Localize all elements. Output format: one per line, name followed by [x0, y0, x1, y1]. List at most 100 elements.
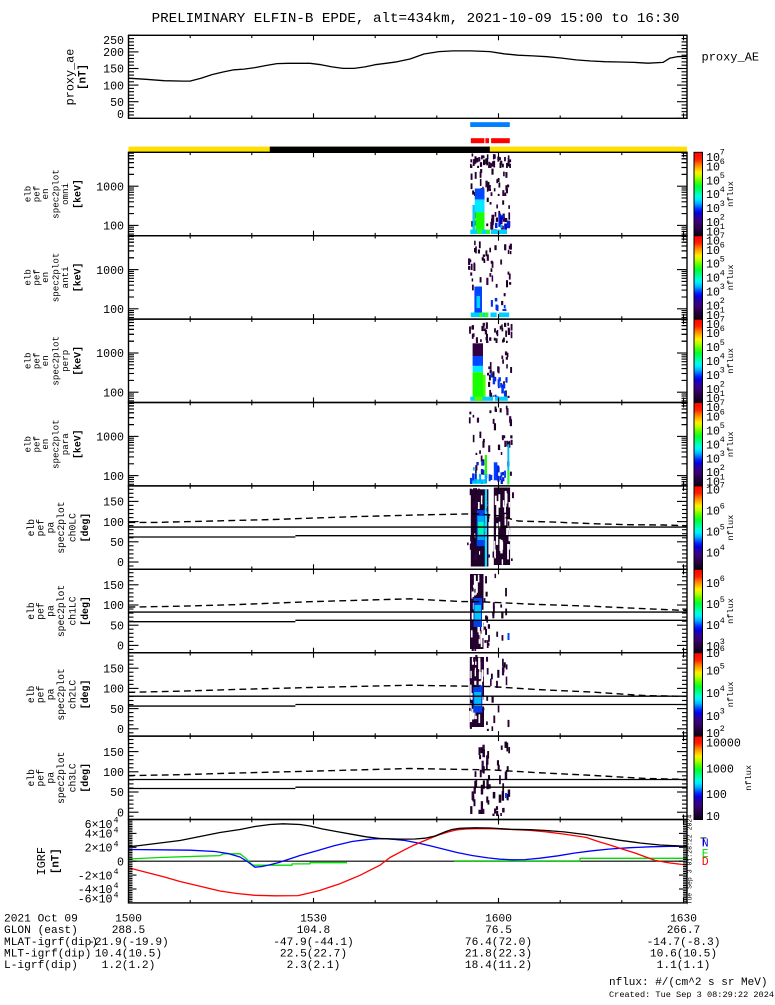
svg-text:10: 10	[706, 161, 720, 174]
svg-text:100: 100	[706, 789, 727, 802]
svg-text:elb: elb	[22, 269, 33, 286]
svg-text:nflux: nflux	[726, 181, 736, 207]
svg-text:10: 10	[706, 439, 720, 452]
svg-text:10: 10	[706, 370, 720, 383]
svg-text:150: 150	[103, 497, 124, 510]
svg-text:21.8(22.3): 21.8(22.3)	[465, 949, 532, 961]
svg-text:100: 100	[103, 767, 124, 780]
svg-text:10: 10	[706, 393, 720, 406]
svg-text:5: 5	[720, 171, 725, 181]
svg-text:[keV]: [keV]	[72, 346, 83, 376]
svg-text:[nT]: [nT]	[78, 64, 90, 90]
svg-text:0: 0	[117, 724, 124, 737]
svg-text:pa: pa	[45, 605, 56, 617]
svg-text:150: 150	[103, 580, 124, 593]
svg-text:ch1LC: ch1LC	[67, 596, 78, 625]
svg-text:10000: 10000	[706, 738, 741, 751]
svg-text:3: 3	[720, 449, 725, 459]
svg-text:6: 6	[720, 407, 725, 417]
svg-text:Tue Sep 3 01:28:22 2024: Tue Sep 3 01:28:22 2024	[687, 815, 694, 905]
svg-text:10.4(10.5): 10.4(10.5)	[95, 949, 162, 961]
svg-text:ch3LC: ch3LC	[67, 763, 78, 792]
svg-text:5: 5	[720, 595, 725, 605]
svg-text:0: 0	[117, 109, 124, 122]
svg-text:5: 5	[720, 338, 725, 348]
svg-text:ch0LC: ch0LC	[67, 513, 78, 542]
svg-text:10: 10	[706, 203, 720, 216]
svg-text:0: 0	[117, 807, 124, 820]
svg-text:100: 100	[103, 517, 124, 530]
svg-text:6: 6	[720, 644, 725, 654]
svg-text:10: 10	[706, 599, 720, 612]
svg-text:pa: pa	[45, 522, 56, 534]
svg-text:76.4(72.0): 76.4(72.0)	[465, 937, 532, 949]
svg-text:spec2plot: spec2plot	[50, 419, 61, 469]
svg-text:10: 10	[706, 152, 720, 165]
svg-text:76.5: 76.5	[485, 925, 512, 937]
svg-text:nflux: nflux	[744, 765, 754, 791]
svg-text:1.2(1.2): 1.2(1.2)	[102, 960, 156, 972]
svg-text:spec2plot: spec2plot	[56, 752, 67, 804]
svg-text:10: 10	[706, 226, 720, 239]
svg-text:pef: pef	[35, 769, 46, 787]
svg-text:pef: pef	[31, 269, 42, 286]
svg-text:ch2LC: ch2LC	[67, 680, 78, 709]
svg-text:nflux: nflux	[726, 431, 736, 457]
svg-text:para: para	[60, 433, 71, 456]
svg-text:288.5: 288.5	[112, 925, 146, 937]
svg-text:10: 10	[706, 688, 720, 701]
svg-text:104.8: 104.8	[297, 925, 331, 937]
svg-text:elb: elb	[26, 685, 37, 703]
svg-text:200: 200	[103, 47, 124, 60]
svg-text:spec2plot: spec2plot	[56, 585, 67, 637]
svg-text:GLON (east): GLON (east)	[4, 925, 78, 937]
svg-text:1000: 1000	[96, 181, 124, 194]
svg-text:0: 0	[117, 856, 124, 869]
svg-text:1000: 1000	[96, 432, 124, 445]
svg-text:1630: 1630	[670, 913, 697, 925]
svg-text:4: 4	[114, 881, 119, 891]
svg-text:pef: pef	[31, 436, 42, 453]
svg-text:-21.9(-19.9): -21.9(-19.9)	[88, 937, 169, 949]
svg-text:10: 10	[706, 485, 720, 498]
svg-text:IGRF: IGRF	[35, 847, 49, 875]
svg-text:10: 10	[706, 175, 720, 188]
svg-text:pef: pef	[35, 685, 46, 703]
svg-text:10: 10	[706, 506, 720, 519]
svg-text:4: 4	[720, 543, 725, 553]
svg-text:10: 10	[706, 217, 720, 230]
svg-text:2×10: 2×10	[85, 843, 113, 856]
svg-text:150: 150	[103, 64, 124, 77]
svg-text:pa: pa	[45, 688, 56, 700]
svg-text:spec2plot: spec2plot	[50, 336, 61, 386]
svg-text:6: 6	[720, 574, 725, 584]
svg-text:2: 2	[720, 380, 725, 390]
svg-text:10: 10	[706, 259, 720, 272]
svg-text:pef: pef	[31, 353, 42, 370]
svg-text:pef: pef	[35, 602, 46, 620]
svg-text:2: 2	[720, 296, 725, 306]
svg-text:50: 50	[110, 537, 124, 550]
svg-text:10: 10	[706, 310, 720, 323]
svg-text:100: 100	[103, 304, 124, 317]
svg-text:elb: elb	[22, 186, 33, 203]
svg-text:nflux: nflux	[726, 348, 736, 374]
svg-text:4: 4	[720, 435, 725, 445]
svg-text:22.5(22.7): 22.5(22.7)	[280, 949, 347, 961]
svg-text:100: 100	[103, 471, 124, 484]
svg-text:Created: Tue Sep 3 08:29:22 2: Created: Tue Sep 3 08:29:22 2024	[609, 990, 774, 1000]
svg-text:MLAT-igrf(dip): MLAT-igrf(dip)	[4, 937, 98, 949]
svg-text:6: 6	[720, 241, 725, 251]
svg-text:4: 4	[720, 268, 725, 278]
svg-text:6: 6	[720, 324, 725, 334]
svg-text:en: en	[40, 272, 51, 283]
svg-text:1500: 1500	[115, 913, 142, 925]
svg-text:4: 4	[114, 891, 119, 901]
svg-text:PRELIMINARY ELFIN-B EPDE, alt=: PRELIMINARY ELFIN-B EPDE, alt=434km, 202…	[152, 11, 680, 27]
svg-text:nflux: nflux	[726, 598, 736, 624]
svg-text:3: 3	[720, 366, 725, 376]
svg-text:1600: 1600	[485, 913, 512, 925]
svg-text:[deg]: [deg]	[80, 596, 91, 626]
svg-text:10: 10	[706, 300, 720, 313]
svg-text:[deg]: [deg]	[80, 513, 91, 543]
